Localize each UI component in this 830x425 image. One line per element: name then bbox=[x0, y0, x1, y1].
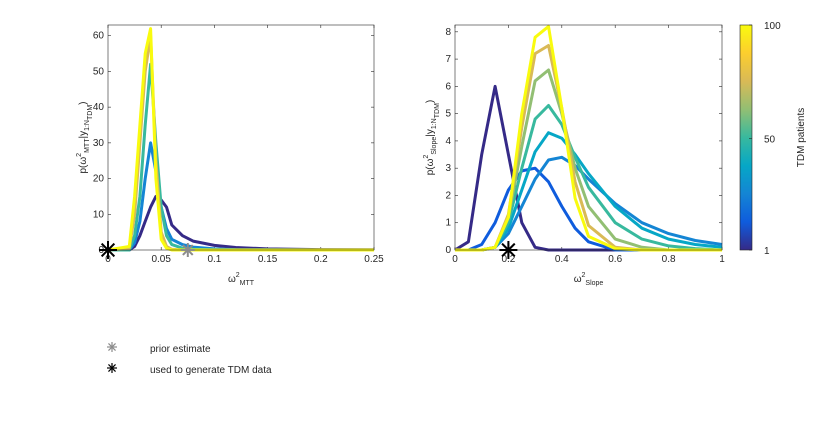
label-part: 2 bbox=[582, 272, 586, 279]
label-part: ) bbox=[425, 100, 436, 103]
y-tick-label: 4 bbox=[445, 136, 451, 147]
label-part: MTT bbox=[84, 138, 91, 153]
x-tick-label: 0.1 bbox=[207, 254, 221, 265]
x-axis-label: ω2Slope bbox=[574, 272, 604, 287]
generating-value-marker bbox=[499, 241, 518, 259]
x-tick-label: 0.6 bbox=[608, 254, 622, 265]
label-part: ) bbox=[78, 101, 89, 104]
label-part: p(ω bbox=[425, 158, 436, 175]
star-stroke bbox=[100, 242, 116, 258]
star-stroke bbox=[108, 364, 116, 372]
y-tick-label: 8 bbox=[445, 27, 451, 38]
x-tick-label: 1 bbox=[719, 254, 725, 265]
star-stroke bbox=[182, 244, 194, 256]
legend-label: used to generate TDM data bbox=[150, 365, 272, 376]
colorbar bbox=[739, 24, 753, 251]
y-tick-label: 5 bbox=[445, 109, 451, 120]
y-tick-label: 10 bbox=[93, 209, 105, 220]
colorbar-label: TDM patients bbox=[796, 108, 807, 167]
label-part: MTT bbox=[240, 280, 255, 287]
y-tick-label: 6 bbox=[445, 81, 451, 92]
label-part: ω bbox=[228, 274, 236, 285]
label-part: 2 bbox=[423, 155, 430, 159]
label-part: |y bbox=[425, 129, 436, 137]
x-tick-label: 0.15 bbox=[258, 254, 278, 265]
y-tick-label: 2 bbox=[445, 190, 451, 201]
label-part: 2 bbox=[76, 153, 83, 157]
density-curve bbox=[108, 194, 375, 252]
label-part: TDM bbox=[87, 105, 94, 120]
y-tick-label: 20 bbox=[93, 174, 105, 185]
prior-estimate-marker bbox=[180, 243, 195, 257]
label-part: |y bbox=[78, 131, 89, 139]
label-part: 2 bbox=[236, 272, 240, 279]
label-part: 1:N bbox=[431, 118, 438, 129]
x-axis-label: ω2MTT bbox=[228, 272, 255, 287]
y-tick-label: 60 bbox=[93, 31, 105, 42]
axes-frame bbox=[454, 24, 723, 251]
x-tick-label: 0 bbox=[452, 254, 458, 265]
x-tick-label: 0.8 bbox=[662, 254, 676, 265]
star-stroke bbox=[501, 242, 516, 258]
y-axis-label: p(ω2MTT|y1:NTDM) bbox=[76, 101, 94, 173]
axes-frame bbox=[107, 24, 375, 251]
plot-area bbox=[455, 25, 722, 250]
x-tick-label: 0.2 bbox=[501, 254, 515, 265]
colorbar-tick-label: 50 bbox=[764, 135, 776, 146]
x-tick-label: 0.4 bbox=[555, 254, 569, 265]
colorbar-tick-label: 100 bbox=[764, 21, 781, 32]
label-part: Slope bbox=[431, 137, 438, 155]
label-part: p(ω bbox=[78, 157, 89, 174]
y-tick-label: 3 bbox=[445, 163, 451, 174]
y-tick-label: 0 bbox=[445, 245, 451, 256]
y-tick-label: 7 bbox=[445, 54, 451, 65]
y-tick-label: 1 bbox=[445, 218, 451, 229]
star-stroke bbox=[108, 343, 116, 351]
legend-label: prior estimate bbox=[150, 344, 211, 355]
y-tick-label: 40 bbox=[93, 102, 105, 113]
label-part: 1:N bbox=[84, 120, 91, 131]
legend-symbol bbox=[107, 342, 117, 352]
x-tick-label: 0 bbox=[105, 254, 111, 265]
x-tick-label: 0.2 bbox=[314, 254, 328, 265]
generating-value-marker bbox=[99, 241, 117, 259]
x-tick-label: 0.05 bbox=[151, 254, 171, 265]
y-tick-label: 30 bbox=[93, 138, 105, 149]
y-tick-label: 50 bbox=[93, 66, 105, 77]
legend-symbol bbox=[107, 363, 117, 373]
colorbar-tick-label: 1 bbox=[764, 246, 770, 257]
x-tick-label: 0.25 bbox=[364, 254, 384, 265]
y-axis-label: p(ω2Slope|y1:NTDM) bbox=[423, 100, 441, 176]
label-part: ω bbox=[574, 274, 582, 285]
label-part: Slope bbox=[585, 280, 603, 287]
label-part: TDM bbox=[434, 103, 441, 118]
